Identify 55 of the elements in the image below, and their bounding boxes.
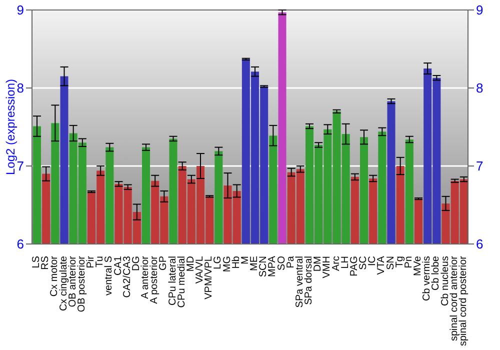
x-tick-label: MG — [222, 256, 233, 272]
x-tick-label: OB posterior — [76, 255, 88, 312]
x-tick-label: PAG — [348, 256, 360, 276]
x-tick-label: spinal cord anterior — [448, 255, 460, 342]
x-tick-label: Pa — [285, 256, 296, 268]
x-tick-label: ventral S — [104, 256, 115, 296]
x-tick-label: SN — [385, 256, 396, 270]
x-tick-label: OB anterior — [67, 255, 78, 308]
x-tick-label: Pn — [403, 256, 414, 268]
x-tick-label: LG — [212, 256, 224, 270]
y-tick-label: 7 — [16, 158, 24, 174]
x-tick-label: LH — [340, 256, 351, 269]
x-tick-label: GP — [158, 256, 170, 270]
x-tick-label: DM — [312, 256, 324, 272]
x-tick-label: SO — [276, 256, 288, 270]
x-tick-label: Cb lobe — [430, 256, 442, 290]
x-tick-label: IC — [367, 256, 378, 266]
y-axis-title: Log2 (expression) — [3, 78, 18, 176]
x-tick-label: SPa dorsal — [304, 256, 315, 305]
x-tick-label: CA2/CA3 — [122, 256, 133, 298]
x-tick-label: A anterior — [140, 255, 152, 299]
y-tick-label: 6 — [16, 236, 24, 252]
x-tick-label: M — [240, 256, 251, 264]
x-tick-label: Tu — [94, 256, 106, 268]
x-tick-label: Pir — [86, 255, 97, 268]
y2-tick-label: 6 — [476, 236, 484, 252]
x-tick-label: Hb — [230, 256, 242, 269]
x-tick-label: MD — [185, 256, 196, 272]
y-tick-label: 8 — [16, 80, 24, 96]
x-tick-label: SCN — [258, 256, 270, 278]
x-tick-label: Tg — [394, 256, 406, 268]
y2-tick-label: 7 — [476, 158, 484, 174]
x-tick-label: SPa ventral — [294, 256, 306, 308]
x-tick-label: spinal cord posterior — [458, 255, 469, 346]
x-tick-label: VMH — [322, 256, 333, 278]
x-tick-label: RS — [40, 256, 52, 270]
x-tick-label: Cx motor — [49, 255, 60, 297]
x-tick-label: A posterior — [149, 255, 160, 304]
y2-tick-label: 9 — [476, 2, 484, 18]
x-tick-label: CA1 — [112, 256, 124, 276]
x-tick-label: DG — [130, 256, 142, 271]
x-tick-label: MVe — [412, 256, 424, 276]
y-tick-label: 9 — [16, 2, 24, 18]
x-tick-label: Cx cingulate — [58, 256, 70, 312]
x-tick-label: MPA — [267, 256, 278, 277]
y2-tick-label: 8 — [476, 80, 484, 96]
x-tick-label: VPM/VPL — [204, 256, 215, 300]
x-tick-label: LS — [31, 256, 42, 268]
x-tick-label: SC — [358, 256, 370, 270]
x-tick-label: CPu medial — [176, 256, 188, 308]
x-tick-label: VTA — [376, 256, 388, 275]
x-tick-label: ME — [249, 256, 260, 271]
x-tick-label: Cb nucleus — [440, 256, 451, 306]
x-tick-label: CPu lateral — [167, 256, 178, 306]
x-tick-label: Arc — [330, 256, 342, 271]
